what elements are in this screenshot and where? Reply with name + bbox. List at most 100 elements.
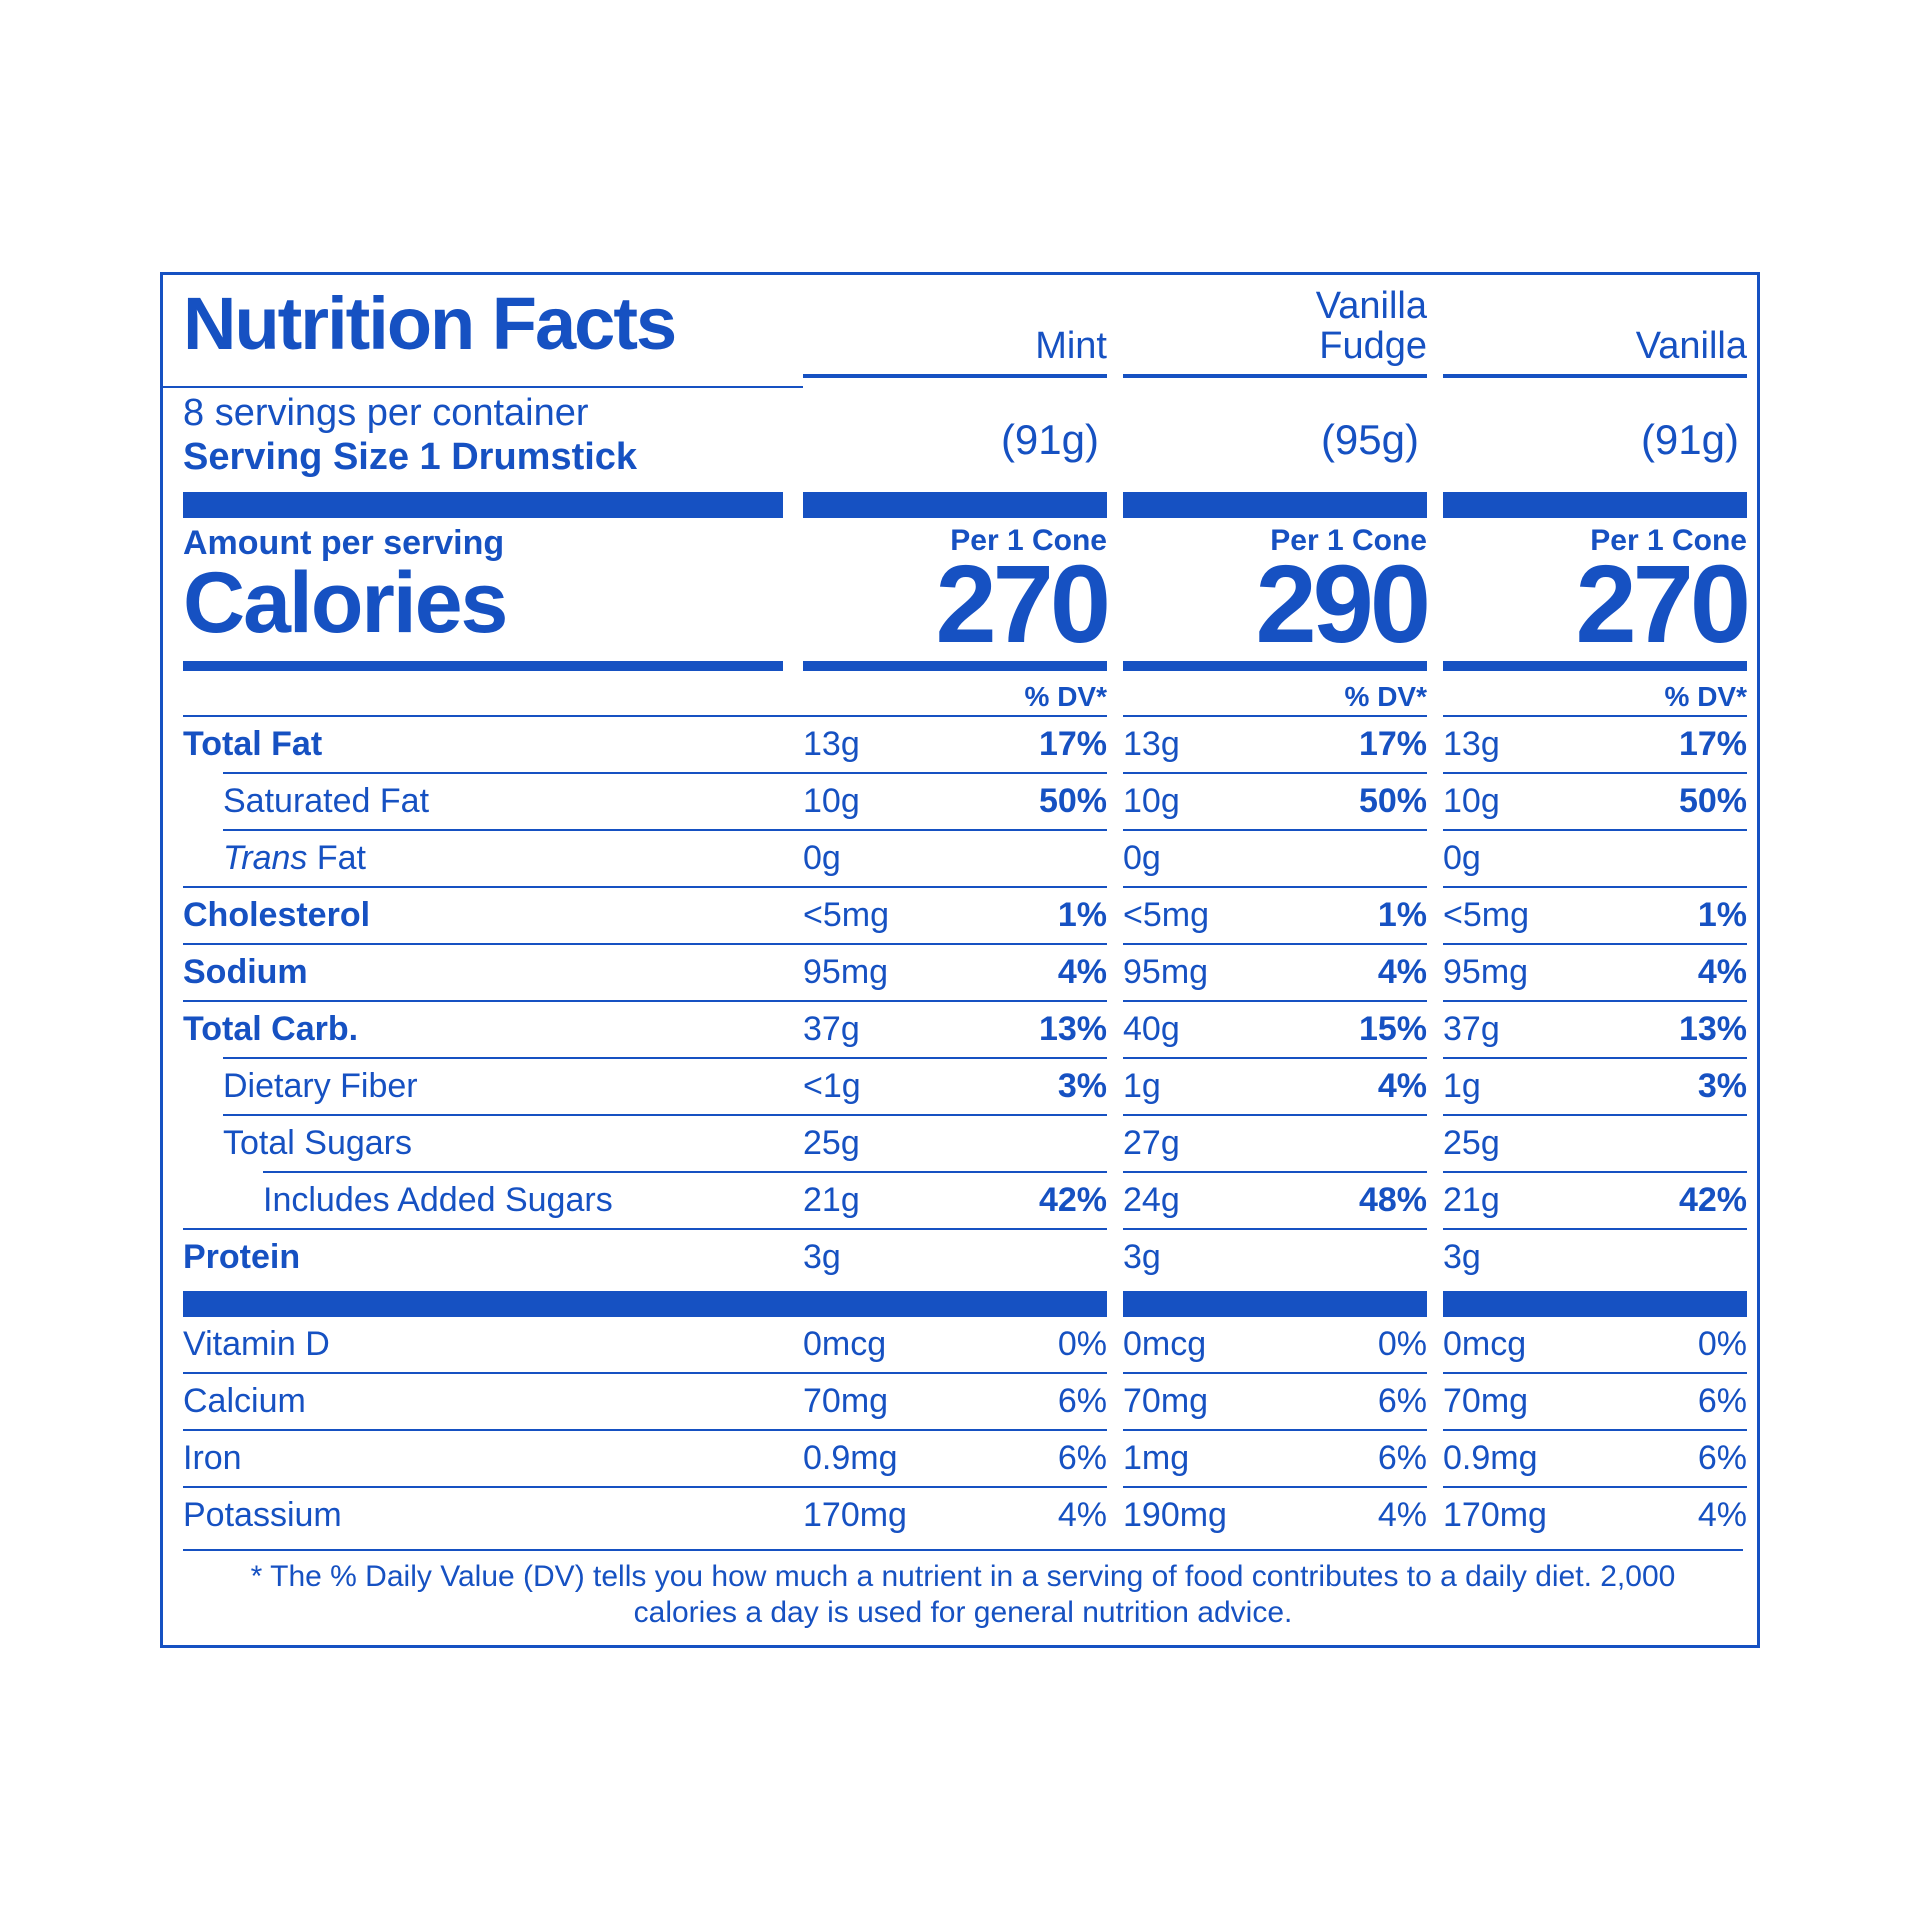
dv-header: % DV*: [1443, 671, 1763, 715]
thick-bar-col: [1443, 490, 1763, 518]
nutrient-amount: 1g: [1443, 1067, 1481, 1106]
nutrient-pct: 4%: [1058, 953, 1107, 992]
calories-col-1: Per 1 Cone290: [1123, 518, 1443, 658]
vitamin-amount: 0.9mg: [1443, 1439, 1538, 1478]
cal-rule-col: [803, 657, 1123, 671]
vitamin-amount: 0mcg: [803, 1325, 886, 1364]
nutrient-pct: 3%: [1698, 1067, 1747, 1106]
nutrient-cell: 95mg4%: [1123, 943, 1427, 1000]
nutrient-cell: <5mg1%: [803, 886, 1107, 943]
nutrition-facts-title: Nutrition Facts: [183, 287, 783, 361]
nutrient-cell: 37g13%: [1443, 1000, 1747, 1057]
servings-per-container: 8 servings per container: [183, 392, 783, 436]
flavor-name: Mint: [803, 327, 1107, 367]
nutrient-label: Saturated Fat: [223, 772, 803, 829]
serving-size: Serving Size 1 Drumstick: [183, 436, 783, 480]
dv-spacer: [163, 671, 803, 715]
nutrient-cell: 3g: [1443, 1228, 1747, 1285]
mid-bar-col: [1123, 1285, 1443, 1317]
flavor-name: Vanilla: [1443, 327, 1747, 367]
nutrient-cell: 1g 4%: [1123, 1057, 1427, 1114]
flavor-rule: [1443, 374, 1747, 378]
nutrient-amount: 0g: [1123, 839, 1161, 878]
vitamin-pct: 0%: [1378, 1325, 1427, 1364]
nutrient-amount: 1g: [1123, 1067, 1161, 1106]
vitamin-pct: 6%: [1058, 1439, 1107, 1478]
vitamin-pct: 6%: [1378, 1382, 1427, 1421]
vitamin-cell: 1mg6%: [1123, 1429, 1427, 1486]
nutrient-amount: 10g: [803, 782, 860, 821]
nutrient-cell: 0g: [803, 829, 1107, 886]
nutrient-cell: 10g50%: [1443, 772, 1747, 829]
nutrient-cell: <1g3%: [803, 1057, 1107, 1114]
nutrient-amount: 21g: [803, 1181, 860, 1220]
nutrient-cell: 13g17%: [803, 715, 1107, 772]
nutrient-amount: 37g: [803, 1010, 860, 1049]
calories-label: Calories: [183, 563, 783, 651]
nutrient-pct: 15%: [1359, 1010, 1427, 1049]
flavor-header-1: VanillaFudge: [1123, 275, 1443, 387]
nutrient-pct: 50%: [1359, 782, 1427, 821]
vitamin-amount: 70mg: [803, 1382, 888, 1421]
serving-weight-0: (91g): [803, 386, 1123, 489]
cal-rule-left: [163, 657, 803, 671]
nutrient-cell: 21g42%: [1443, 1171, 1747, 1228]
nutrient-amount: 37g: [1443, 1010, 1500, 1049]
mid-bar-col: [803, 1285, 1123, 1317]
nutrient-amount: <1g: [803, 1067, 861, 1106]
nutrient-amount: 24g: [1123, 1181, 1180, 1220]
nutrient-cell: 13g17%: [1123, 715, 1427, 772]
vitamin-amount: 70mg: [1443, 1382, 1528, 1421]
footnote: * The % Daily Value (DV) tells you how m…: [163, 1551, 1763, 1645]
nutrient-amount: 3g: [803, 1238, 841, 1277]
calories-col-0: Per 1 Cone270: [803, 518, 1123, 658]
nutrient-label: Includes Added Sugars: [263, 1171, 803, 1228]
vitamin-amount: 1mg: [1123, 1439, 1189, 1478]
vitamin-cell: 70mg 6%: [1443, 1372, 1747, 1429]
vitamin-pct: 6%: [1058, 1382, 1107, 1421]
vitamin-pct: 0%: [1698, 1325, 1747, 1364]
nutrient-cell: 0g: [1123, 829, 1427, 886]
vitamin-pct: 0%: [1058, 1325, 1107, 1364]
vitamin-amount: 0mcg: [1443, 1325, 1526, 1364]
nutrient-pct: 4%: [1378, 1067, 1427, 1106]
nutrient-cell: 24g48%: [1123, 1171, 1427, 1228]
vitamin-label: Iron: [183, 1429, 803, 1486]
nutrient-label: Protein: [183, 1228, 803, 1285]
vitamin-amount: 0.9mg: [803, 1439, 898, 1478]
nutrient-label: Total Sugars: [223, 1114, 803, 1171]
nutrient-amount: 25g: [1443, 1124, 1500, 1163]
nutrient-amount: 10g: [1123, 782, 1180, 821]
flavor-rule: [803, 374, 1107, 378]
vitamin-label: Potassium: [183, 1486, 803, 1543]
nutrient-amount: 10g: [1443, 782, 1500, 821]
nutrient-pct: 4%: [1378, 953, 1427, 992]
nutrient-pct: 1%: [1378, 896, 1427, 935]
vitamin-label: Vitamin D: [183, 1317, 803, 1372]
serving-weight-2: (91g): [1443, 386, 1763, 489]
nutrient-amount: <5mg: [1123, 896, 1209, 935]
nutrient-amount: 21g: [1443, 1181, 1500, 1220]
nutrient-label: Dietary Fiber: [223, 1057, 803, 1114]
vitamin-pct: 4%: [1698, 1496, 1747, 1535]
vitamin-pct: 4%: [1058, 1496, 1107, 1535]
vitamin-pct: 6%: [1698, 1382, 1747, 1421]
nutrient-pct: 17%: [1679, 725, 1747, 764]
flavor-header-0: Mint: [803, 275, 1123, 387]
mid-bar-left: [163, 1285, 803, 1317]
nutrient-cell: 1g 3%: [1443, 1057, 1747, 1114]
nutrient-pct: 13%: [1039, 1010, 1107, 1049]
thick-bar-left: [163, 490, 803, 518]
calories-value: 270: [803, 558, 1123, 658]
nutrient-cell: 25g: [1443, 1114, 1747, 1171]
vitamin-cell: 170mg 4%: [803, 1486, 1107, 1543]
vitamin-cell: 190mg4%: [1123, 1486, 1427, 1543]
vitamin-amount: 170mg: [803, 1496, 907, 1535]
nutrient-cell: <5mg1%: [1443, 886, 1747, 943]
nutrient-cell: 3g: [1123, 1228, 1427, 1285]
nutrient-amount: 25g: [803, 1124, 860, 1163]
nutrient-cell: 0g: [1443, 829, 1747, 886]
vitamin-cell: 70mg6%: [1123, 1372, 1427, 1429]
nutrient-cell: 3g: [803, 1228, 1107, 1285]
nutrition-facts-panel: Nutrition Facts Mint VanillaFudgeVanilla 8 …: [160, 272, 1760, 1649]
